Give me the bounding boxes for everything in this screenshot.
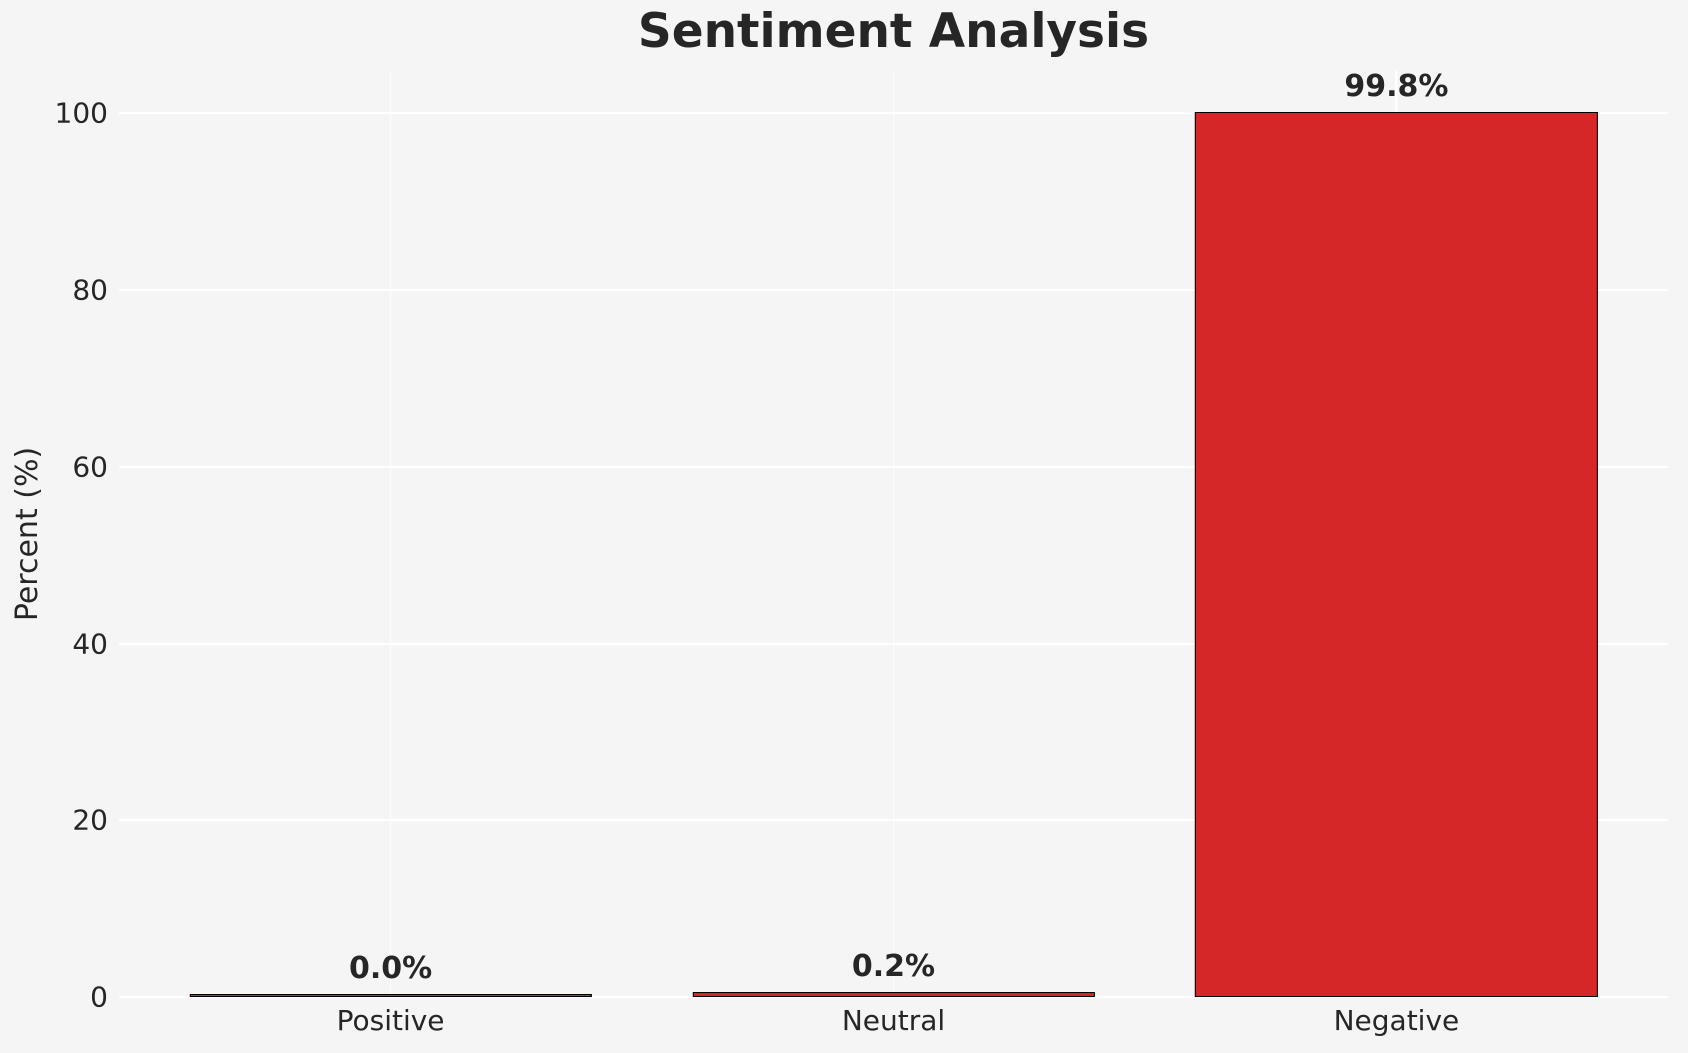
y-tick-label: 60	[72, 450, 108, 484]
bar-value-label: 0.2%	[851, 949, 936, 985]
plot-area: 0 20 40 60 80 100 0.0% Positive 0.2% Neutral 99.8%…	[55, 69, 1668, 1037]
chart-title: Sentiment Analysis	[637, 4, 1150, 59]
y-axis-label: Percent (%)	[10, 446, 45, 622]
y-tick-label: 80	[72, 273, 108, 307]
gridline-vertical	[389, 71, 392, 997]
gridline-vertical	[892, 71, 895, 997]
gridline-horizontal	[119, 996, 1668, 998]
bar-negative	[1195, 112, 1598, 997]
y-tick-label: 0	[90, 980, 108, 1014]
bar-value-label: 99.8%	[1344, 69, 1449, 105]
y-tick-label: 100	[54, 96, 108, 130]
x-tick-label-neutral: Neutral	[841, 1004, 946, 1037]
x-tick-label-positive: Positive	[336, 1004, 445, 1037]
bar-neutral	[692, 992, 1095, 997]
bar-value-label: 0.0%	[348, 951, 433, 986]
x-tick-label-negative: Negative	[1333, 1004, 1460, 1037]
bar-positive	[189, 994, 592, 997]
y-tick-label: 20	[72, 803, 108, 837]
y-tick-label: 40	[72, 627, 108, 661]
